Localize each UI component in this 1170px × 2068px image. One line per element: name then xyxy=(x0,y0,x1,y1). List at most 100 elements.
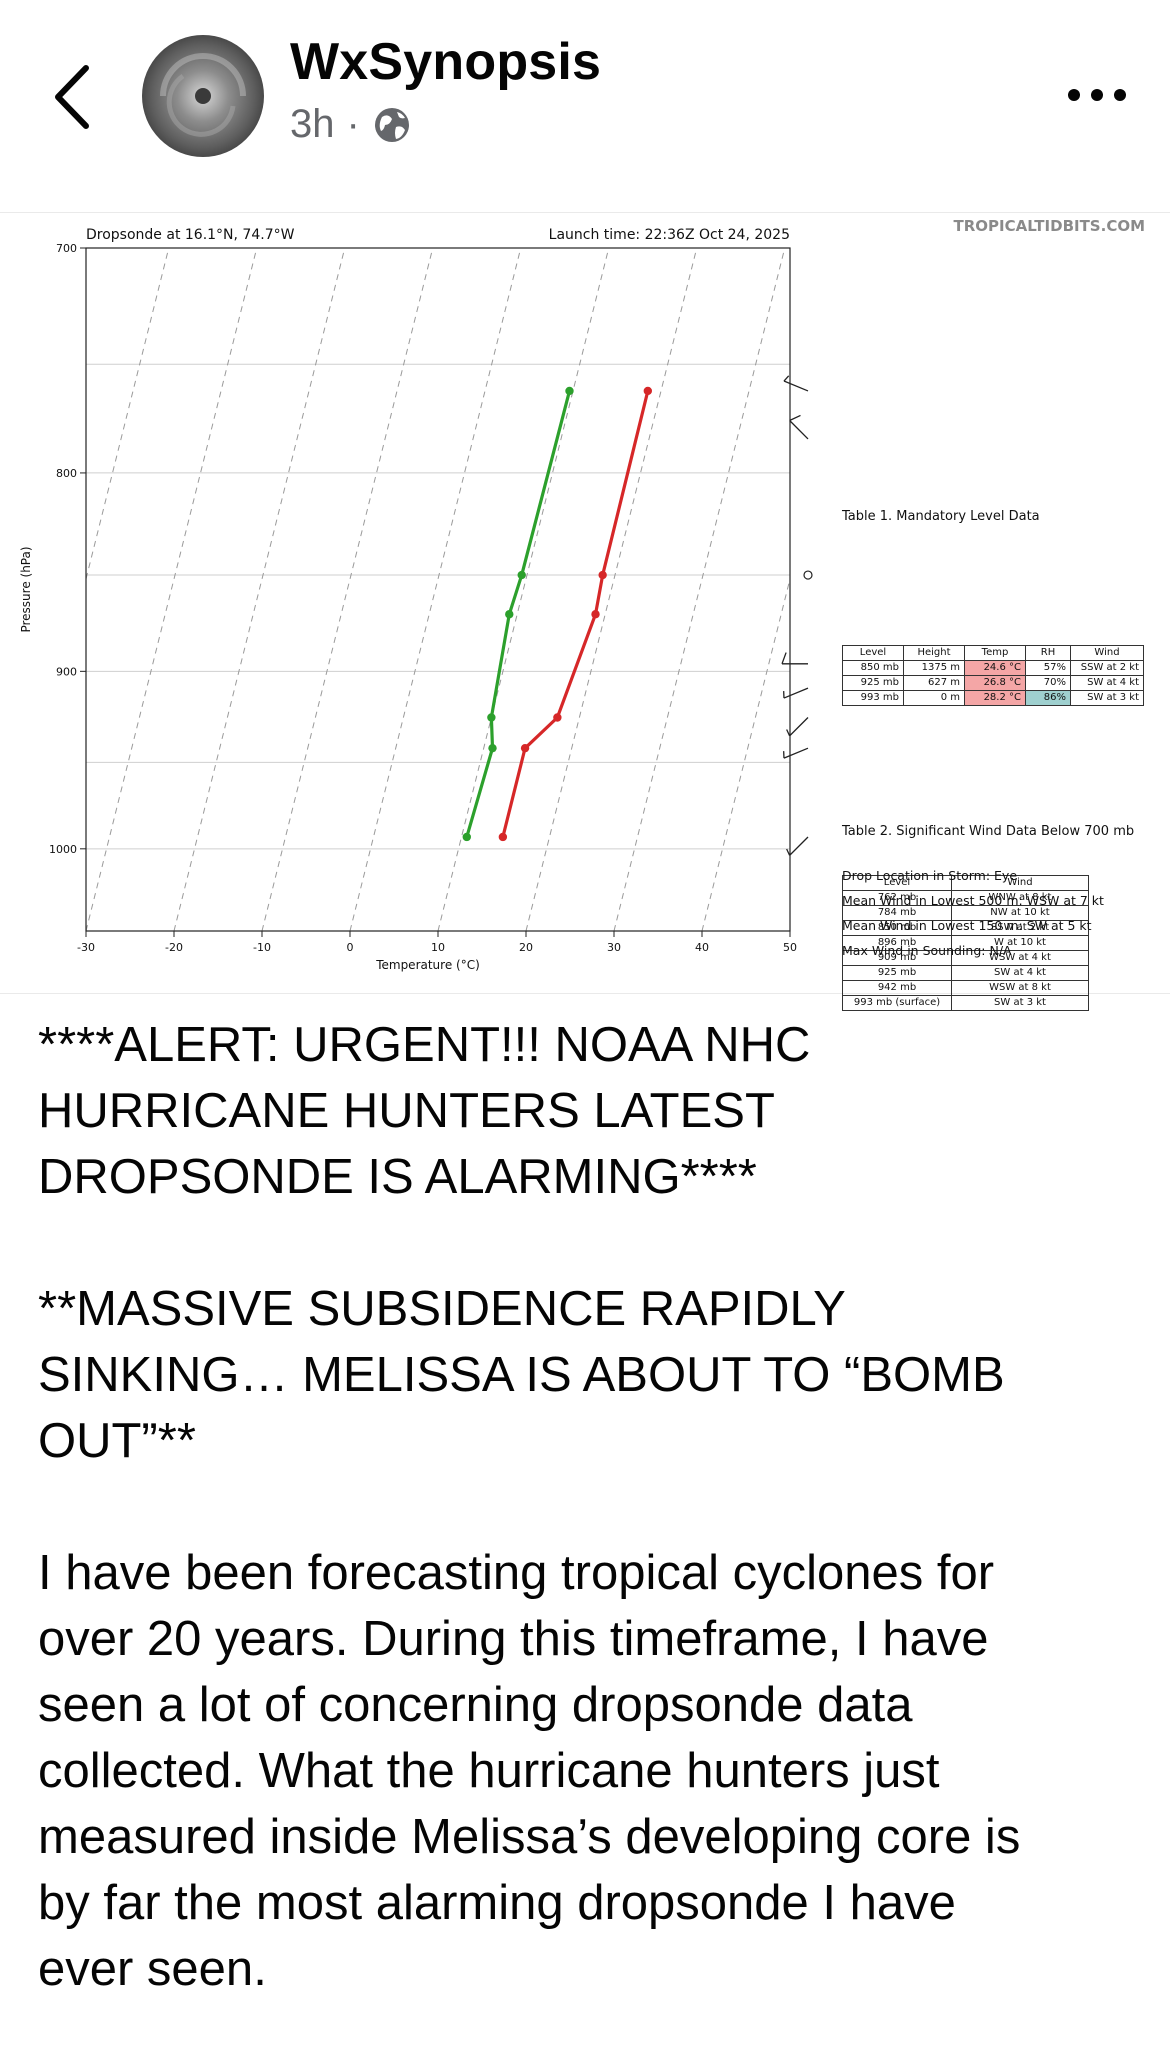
info-line: Mean Wind in Lowest 150 m: SW at 5 kt xyxy=(842,918,1092,933)
wind-barb xyxy=(790,415,808,438)
x-tick-label: -20 xyxy=(165,941,183,954)
y-axis-label: Pressure (hPa) xyxy=(19,546,33,632)
x-tick-label: 20 xyxy=(519,941,533,954)
y-tick-label: 1000 xyxy=(49,843,77,856)
info-label: Mean Wind in Lowest 500 m: xyxy=(842,893,1023,908)
info-value: SW at 5 kt xyxy=(1027,918,1092,933)
post-meta: 3h · xyxy=(290,102,412,147)
wind-barb xyxy=(784,376,808,391)
isotherm-line xyxy=(174,248,345,931)
data-point xyxy=(463,833,471,841)
info-value: WSW at 7 kt xyxy=(1027,893,1104,908)
post-paragraph: **MASSIVE SUBSIDENCE RAPIDLY SINKING… ME… xyxy=(38,1276,1138,1474)
table-cell: 627 m xyxy=(904,676,965,691)
chevron-left-icon[interactable] xyxy=(48,62,96,132)
table-cell: 70% xyxy=(1026,676,1071,691)
column-header: Level xyxy=(843,646,904,661)
wind-barb-stroke xyxy=(790,717,808,735)
wind-barb xyxy=(784,748,808,758)
dropsonde-chart-image[interactable]: TROPICALTIDBITS.COM Dropsonde at 16.1°N, … xyxy=(0,212,1170,994)
plot-frame xyxy=(86,248,790,931)
column-header: Height xyxy=(904,646,965,661)
data-point xyxy=(505,610,513,618)
table-cell: 993 mb (surface) xyxy=(843,996,952,1011)
data-point xyxy=(591,610,599,618)
isotherm-line xyxy=(438,248,609,931)
table-cell: WSW at 8 kt xyxy=(952,981,1089,996)
isotherm-line xyxy=(0,248,81,931)
table-cell: 57% xyxy=(1026,661,1071,676)
post-header: WxSynopsis 3h · xyxy=(0,0,1170,200)
isotherm-line xyxy=(526,248,697,931)
table-cell: 1375 m xyxy=(904,661,965,676)
table-cell: 850 mb xyxy=(843,661,904,676)
post-time[interactable]: 3h xyxy=(290,102,335,147)
wind-barb-stroke xyxy=(784,688,808,698)
wind-barb-stroke xyxy=(790,415,801,420)
isotherms xyxy=(0,248,961,931)
chart-title-right: Launch time: 22:36Z Oct 24, 2025 xyxy=(549,227,790,243)
info-line: Drop Location in Storm: Eye xyxy=(842,868,1017,883)
info-label: Drop Location in Storm: xyxy=(842,868,990,883)
data-point xyxy=(565,387,573,395)
table-row: 993 mb (surface)SW at 3 kt xyxy=(843,996,1089,1011)
data-point xyxy=(518,571,526,579)
data-point xyxy=(487,713,495,721)
wind-barb xyxy=(782,653,808,664)
data-point xyxy=(499,833,507,841)
avatar[interactable] xyxy=(142,35,264,157)
wind-barb-stroke xyxy=(787,730,790,736)
data-point xyxy=(488,744,496,752)
wind-barb-stroke xyxy=(782,653,786,664)
wind-barb-calm xyxy=(804,571,812,579)
isotherm-line xyxy=(614,248,785,931)
table-cell: SW at 4 kt xyxy=(1071,676,1144,691)
x-axis-label: Temperature (°C) xyxy=(375,958,480,972)
x-tick-label: -10 xyxy=(253,941,271,954)
table-cell: SSW at 2 kt xyxy=(1071,661,1144,676)
table2-caption: Table 2. Significant Wind Data Below 700… xyxy=(842,824,1134,839)
wind-barb-stroke xyxy=(784,381,808,391)
data-point xyxy=(644,387,652,395)
more-horizontal-icon[interactable] xyxy=(1066,78,1128,112)
page-name[interactable]: WxSynopsis xyxy=(290,32,601,92)
y-tick-label: 700 xyxy=(56,242,77,255)
table1-caption: Table 1. Mandatory Level Data xyxy=(842,509,1040,524)
table-cell: SW at 4 kt xyxy=(952,966,1089,981)
table-cell: 925 mb xyxy=(843,966,952,981)
column-header: RH xyxy=(1026,646,1071,661)
x-tick-label: 0 xyxy=(347,941,354,954)
wind-barb-stroke xyxy=(787,849,790,855)
post-paragraph: I have been forecasting tropical cyclone… xyxy=(38,1540,1138,2002)
globe-icon xyxy=(372,105,412,145)
isotherm-line xyxy=(262,248,433,931)
info-label: Mean Wind in Lowest 150 m: xyxy=(842,918,1023,933)
wind-barb xyxy=(784,688,808,698)
info-value: N/A xyxy=(989,943,1011,958)
chart-title-left: Dropsonde at 16.1°N, 74.7°W xyxy=(86,227,295,243)
table-cell: 28.2 °C xyxy=(965,691,1026,706)
wind-barb-stroke xyxy=(784,748,808,758)
series-line-temperature xyxy=(503,391,648,837)
table-cell: 925 mb xyxy=(843,676,904,691)
wind-barb-stroke xyxy=(784,376,789,381)
table-cell: SW at 3 kt xyxy=(952,996,1089,1011)
table-cell: 0 m xyxy=(904,691,965,706)
post-paragraph: ****ALERT: URGENT!!! NOAA NHC HURRICANE … xyxy=(38,1012,1138,1210)
watermark: TROPICALTIDBITS.COM xyxy=(954,217,1146,235)
data-point xyxy=(553,713,561,721)
isotherm-line xyxy=(350,248,521,931)
column-header: Wind xyxy=(1071,646,1144,661)
table-cell: 942 mb xyxy=(843,981,952,996)
x-tick-label: 30 xyxy=(607,941,621,954)
info-line: Mean Wind in Lowest 500 m: WSW at 7 kt xyxy=(842,893,1104,908)
x-tick-label: 10 xyxy=(431,941,445,954)
table-cell: 26.8 °C xyxy=(965,676,1026,691)
info-line: Max Wind in Sounding: N/A xyxy=(842,943,1012,958)
